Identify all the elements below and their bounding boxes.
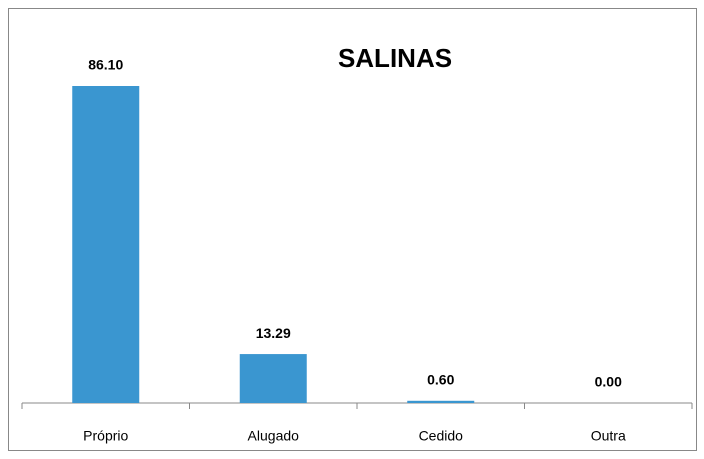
data-label: 0.60 xyxy=(427,371,454,387)
x-tick-label: Outra xyxy=(591,428,626,444)
x-tick-label: Próprio xyxy=(83,428,128,444)
x-tick-label: Alugado xyxy=(248,428,300,444)
chart-title: SALINAS xyxy=(338,43,452,73)
data-label: 0.00 xyxy=(595,374,622,390)
data-label: 86.10 xyxy=(88,57,123,73)
bar xyxy=(72,86,140,403)
x-tick-label: Cedido xyxy=(419,428,464,444)
bar xyxy=(407,400,475,403)
bar xyxy=(239,354,307,403)
data-label: 13.29 xyxy=(256,325,291,341)
